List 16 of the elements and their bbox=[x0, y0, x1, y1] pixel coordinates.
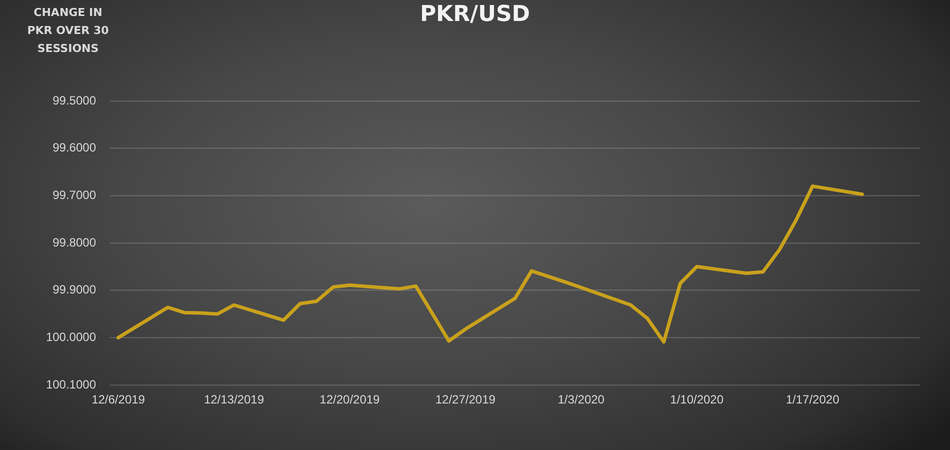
y-tick-label: 100.1000 bbox=[46, 377, 96, 392]
x-tick-label: 12/13/2019 bbox=[204, 392, 264, 407]
x-tick-label: 12/6/2019 bbox=[92, 392, 146, 407]
y-axis-title: CHANGE IN PKR OVER 30 SESSIONS bbox=[26, 5, 110, 57]
x-tick-label: 12/27/2019 bbox=[435, 392, 496, 407]
x-tick-label: 12/20/2019 bbox=[320, 392, 380, 407]
x-tick-label: 1/3/2020 bbox=[558, 392, 605, 407]
y-tick-label: 99.5000 bbox=[52, 93, 96, 108]
y-tick-label: 99.9000 bbox=[52, 282, 96, 297]
x-tick-label: 1/17/2020 bbox=[786, 392, 840, 407]
y-tick-label: 99.8000 bbox=[52, 235, 96, 250]
x-tick-label: 1/10/2020 bbox=[670, 392, 724, 407]
y-tick-label: 100.0000 bbox=[46, 330, 96, 344]
y-tick-label: 99.7000 bbox=[52, 188, 96, 202]
chart-title: PKR/USD bbox=[420, 2, 530, 27]
y-tick-label: 99.6000 bbox=[52, 140, 96, 155]
